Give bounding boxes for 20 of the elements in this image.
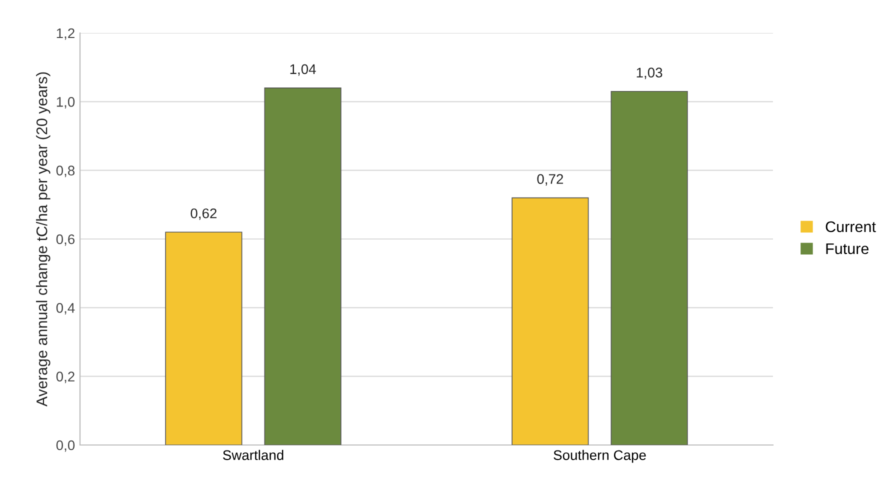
y-tick-label: 0,4	[56, 303, 75, 314]
bar	[512, 197, 589, 445]
y-tick-label: 1,2	[56, 28, 74, 40]
y-tick-label: 0,2	[56, 372, 74, 384]
y-tick-label: 1,0	[56, 97, 75, 108]
legend-label: Current	[826, 221, 876, 232]
data-label: 1,03	[636, 68, 662, 80]
legend-label: Future	[826, 243, 869, 254]
x-tick-label: Southern Cape	[554, 450, 646, 463]
data-label: 1,04	[290, 64, 316, 76]
bar	[610, 90, 688, 445]
y-axis-title: Average annual change tC/ha per year (20 years)	[36, 72, 50, 407]
bar	[165, 232, 242, 445]
data-label: 0,62	[190, 208, 217, 220]
y-tick-label: 0,6	[56, 234, 75, 246]
bar	[264, 88, 342, 445]
y-tick-label: 0,0	[56, 440, 75, 452]
data-label: 0,72	[537, 174, 564, 186]
x-tick-label: Swartland	[223, 450, 284, 460]
y-tick-label: 0,8	[56, 166, 75, 178]
